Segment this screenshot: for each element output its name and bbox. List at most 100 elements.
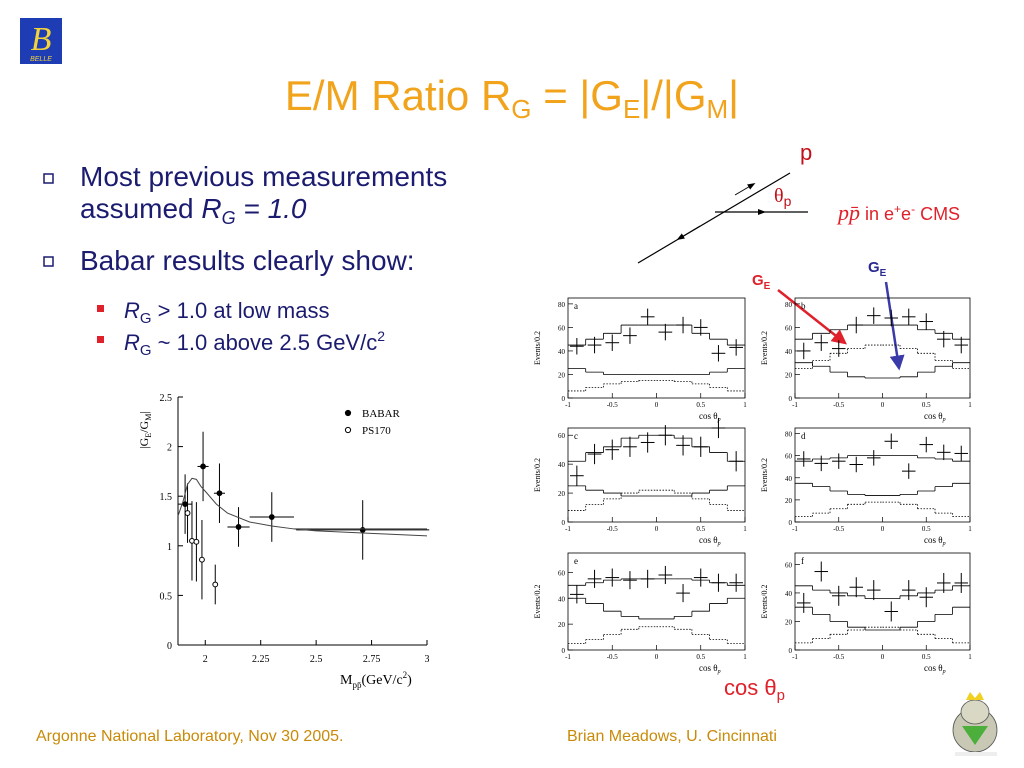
y-tick-label: 60: [785, 453, 793, 461]
x-label-text: cos θ: [699, 535, 718, 545]
histogram-panel: c Events/0.2 cos θp 0 20 40 60 -1 -0.5 0 0.5 1: [533, 417, 747, 547]
logo: B BELLE: [20, 18, 62, 64]
x-tick-label: 0: [881, 401, 885, 409]
panel-y-label: Events/0.2: [760, 458, 769, 492]
legend-label: PS170: [362, 425, 391, 437]
ge-label: GE: [752, 272, 771, 292]
y-tick-label: 60: [558, 569, 566, 577]
x-tick-label: 1: [743, 653, 747, 661]
x-tick-label: -1: [565, 525, 571, 533]
panel-y-label: Events/0.2: [760, 331, 769, 365]
y-tick-label: 20: [558, 621, 566, 629]
data-point: [212, 581, 219, 588]
x-label-sub: p: [717, 669, 721, 675]
x-tick-label: 0.5: [696, 525, 705, 533]
y-tick-label: 0: [562, 519, 566, 527]
y-tick-label: 80: [785, 301, 793, 309]
x-tick-label: 2: [203, 654, 208, 665]
y-axis-label: |GE/GM|: [137, 411, 153, 449]
panel-letter: c: [574, 431, 578, 441]
y-tick-label: 20: [785, 497, 793, 505]
data-point: [216, 490, 223, 497]
bullet-text: assumed RG = 1.0: [80, 193, 307, 228]
ge-label: GE: [868, 259, 887, 279]
x-tick-label: 2.25: [252, 654, 270, 665]
x-tick-label: 0.5: [922, 653, 931, 661]
x-tick-label: 1: [743, 401, 747, 409]
x-tick-label: -1: [792, 653, 798, 661]
x-tick-label: 0.5: [922, 525, 931, 533]
y-tick-label: 60: [785, 561, 793, 569]
x-tick-label: 2.75: [363, 654, 381, 665]
x-tick-label: 0.5: [696, 653, 705, 661]
x-label-text: cos θ: [924, 411, 943, 421]
axis-caption: cos θp: [724, 675, 785, 704]
y-tick-label: 0: [789, 395, 793, 403]
panel-letter: d: [801, 431, 806, 441]
x-label-text: cos θ: [699, 411, 718, 421]
y-tick-label: 40: [558, 595, 566, 603]
x-tick-label: 1: [968, 525, 972, 533]
data-point: [199, 556, 205, 563]
x-tick-label: 2.5: [310, 654, 323, 665]
y-tick-label: 40: [785, 475, 793, 483]
data-point: [184, 510, 191, 516]
x-tick-label: 0: [655, 525, 659, 533]
x-label-sub: p: [942, 417, 946, 423]
x-tick-label: 0: [655, 401, 659, 409]
panel-frame: [567, 427, 746, 523]
data-point: [182, 501, 188, 508]
y-tick-label: 0: [789, 519, 793, 527]
histogram-panel: f Events/0.2 cos θp 0 20 40 60 -1 -0.5 0 0.5 1: [760, 552, 972, 675]
y-tick-label: 40: [785, 348, 793, 356]
logo-text: BELLE: [30, 56, 52, 63]
panel-y-label: Events/0.2: [760, 585, 769, 619]
x-tick-label: 1: [743, 525, 747, 533]
main-chart: 0 0.5 1 1.5 2 2.5 2 2.25 2.5 2.75 3 BABAR PS170: [160, 393, 430, 665]
angle-label: θp: [774, 185, 792, 209]
bullet-text: Most previous measurements: [80, 161, 447, 192]
panel-letter: b: [801, 301, 806, 311]
data-point: [235, 524, 242, 530]
y-tick-label: 0.5: [160, 591, 173, 602]
sub-bullet: RG ~ 1.0 above 2.5 GeV/c2: [124, 328, 385, 359]
y-tick-label: 0: [789, 647, 793, 655]
x-tick-label: 0: [881, 525, 885, 533]
x-tick-label: 1: [968, 401, 972, 409]
y-tick-label: 2: [167, 443, 172, 454]
histogram-panel: b Events/0.2 cos θp 0 20 40 60 80 -1 -0.5 0 0.5 1: [760, 297, 972, 423]
x-tick-label: 3: [425, 654, 430, 665]
panel-x-label: cos θp: [699, 411, 721, 423]
y-tick-label: 1: [167, 542, 172, 553]
sub-bullet: RG > 1.0 at low mass: [124, 298, 329, 327]
histogram-panel: a Events/0.2 cos θp 0 20 40 60 80 -1 -0.5 0 0.5 1: [533, 297, 747, 423]
x-tick-label: -0.5: [833, 653, 845, 661]
x-label-sub: p: [717, 541, 721, 547]
x-tick-label: -0.5: [833, 525, 845, 533]
fit-curve: [177, 477, 428, 537]
data-point: [193, 538, 200, 545]
diagram: p θp pp̄ in e+e- CMS GE GE cos θp: [637, 140, 960, 704]
y-tick-label: 60: [558, 324, 566, 332]
x-axis-label: Mpp̄(GeV/c2): [340, 670, 412, 690]
panel-x-label: cos θp: [699, 535, 721, 547]
legend-marker: [344, 409, 352, 417]
bullet-text: Babar results clearly show:: [80, 245, 415, 276]
y-tick-label: 60: [785, 324, 793, 332]
y-tick-label: 0: [562, 395, 566, 403]
y-tick-label: 20: [785, 371, 793, 379]
y-tick-label: 0: [562, 647, 566, 655]
panel-x-label: cos θp: [699, 663, 721, 675]
legend-marker: [344, 426, 352, 434]
x-label-text: cos θ: [699, 663, 718, 673]
panel-y-label: Events/0.2: [533, 331, 542, 365]
x-label-text: cos θ: [924, 535, 943, 545]
y-tick-label: 20: [785, 618, 793, 626]
slide-title: E/M Ratio RG = |GE|/|GM|: [285, 72, 739, 124]
x-tick-label: -1: [565, 653, 571, 661]
x-tick-label: 0.5: [696, 401, 705, 409]
panel-letter: a: [574, 301, 578, 311]
footer-left: Argonne National Laboratory, Nov 30 2005…: [36, 728, 343, 745]
y-tick-label: 60: [558, 432, 566, 440]
